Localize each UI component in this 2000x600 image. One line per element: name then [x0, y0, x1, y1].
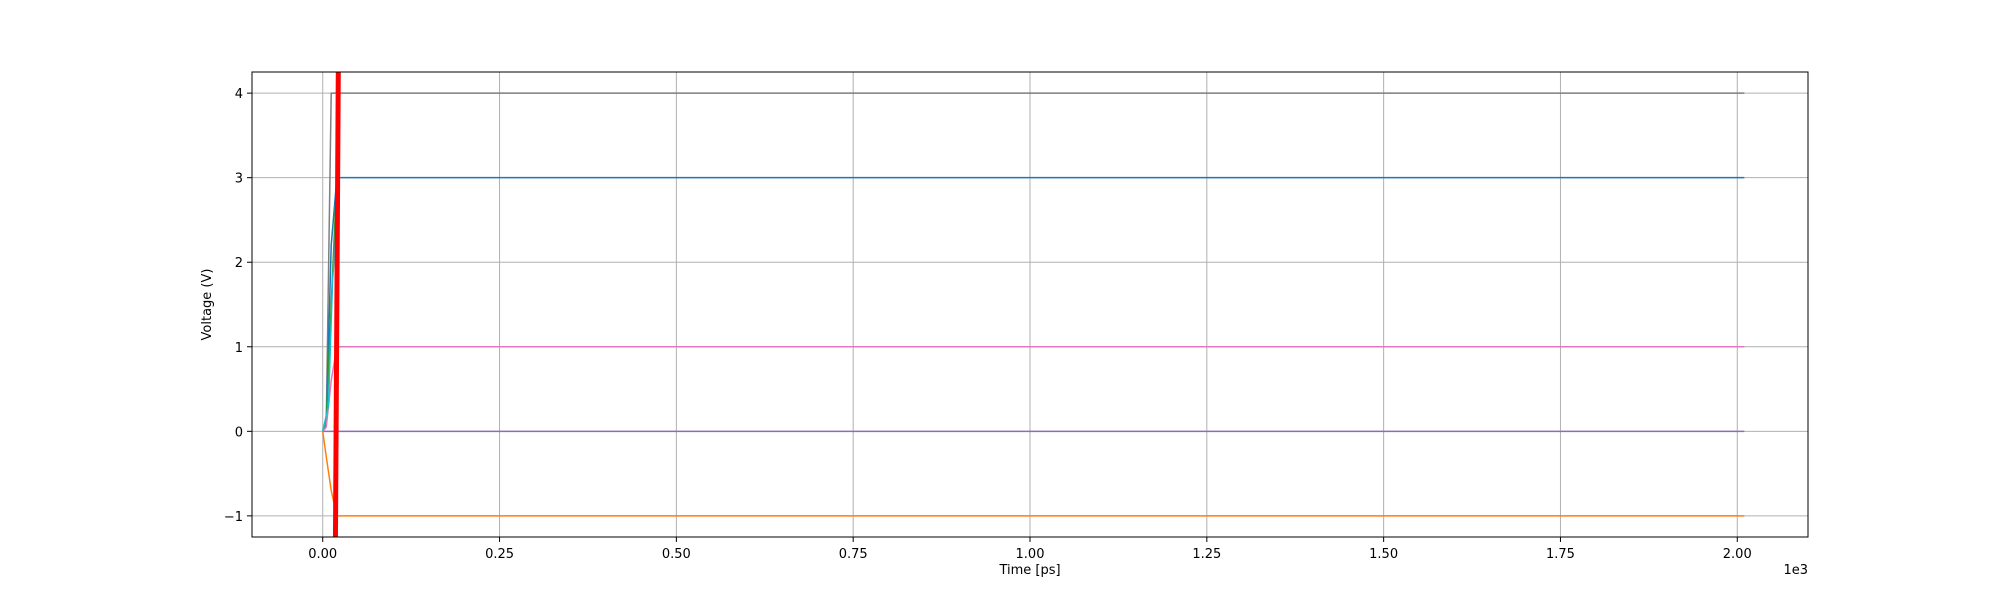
x-tick-label: 1.50	[1369, 547, 1398, 562]
y-tick-label: 2	[235, 256, 243, 271]
x-axis-offset-label: 1e3	[1783, 563, 1808, 578]
series-line-6	[321, 431, 1745, 517]
y-tick-label: 0	[235, 425, 243, 440]
x-tick-label: 1.00	[1016, 547, 1045, 562]
y-axis-label: Voltage (V)	[200, 269, 215, 341]
series-lines	[321, 71, 1745, 538]
x-tick-label: 0.25	[485, 547, 514, 562]
y-tick-label: 3	[235, 172, 243, 187]
x-tick-label: 0.00	[308, 547, 337, 562]
x-tick-label: 0.50	[662, 547, 691, 562]
y-tick-label: 1	[235, 341, 243, 356]
y-tick-label: 4	[235, 87, 243, 102]
series-line-8	[332, 71, 341, 538]
x-axis-label: Time [ps]	[998, 563, 1060, 578]
x-tick-label: 2.00	[1723, 547, 1752, 562]
y-tick-label: −1	[224, 510, 243, 525]
axis-ticks: 0.00 0.25 0.50 0.75 1.00 1.25 1.50 1.75 2.00 −1 0 1…	[224, 87, 1752, 562]
x-tick-label: 0.75	[839, 547, 868, 562]
x-tick-label: 1.25	[1192, 547, 1221, 562]
series-line-4	[322, 346, 1745, 432]
x-tick-label: 1.75	[1546, 547, 1575, 562]
